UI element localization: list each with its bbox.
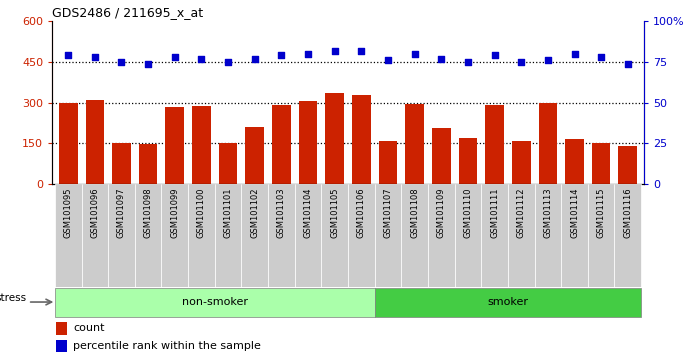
Bar: [215, 184, 242, 287]
Text: GSM101113: GSM101113: [544, 187, 553, 238]
Text: GSM101111: GSM101111: [490, 187, 499, 238]
Bar: [86, 100, 104, 184]
Text: GSM101098: GSM101098: [143, 187, 152, 238]
Bar: [268, 184, 294, 287]
Bar: [405, 104, 424, 184]
Point: [569, 51, 580, 57]
Text: GSM101099: GSM101099: [171, 187, 180, 238]
Text: GSM101116: GSM101116: [624, 187, 632, 238]
Bar: [55, 184, 81, 287]
Bar: [512, 142, 530, 184]
Bar: [246, 127, 264, 184]
Bar: [459, 138, 477, 184]
Point: [596, 54, 607, 60]
Bar: [539, 103, 557, 184]
Bar: [56, 322, 67, 335]
Bar: [272, 104, 291, 184]
Bar: [428, 184, 454, 287]
Text: GSM101104: GSM101104: [303, 187, 313, 238]
Point: [462, 59, 473, 65]
Text: GSM101097: GSM101097: [117, 187, 126, 238]
Bar: [188, 184, 215, 287]
Text: GSM101106: GSM101106: [357, 187, 366, 238]
Point: [356, 48, 367, 53]
Text: smoker: smoker: [487, 297, 528, 307]
Point: [89, 54, 100, 60]
Text: GDS2486 / 211695_x_at: GDS2486 / 211695_x_at: [52, 6, 203, 19]
Text: GSM101109: GSM101109: [437, 187, 445, 238]
Text: percentile rank within the sample: percentile rank within the sample: [73, 341, 261, 351]
Bar: [294, 184, 322, 287]
Bar: [55, 288, 374, 317]
Point: [276, 53, 287, 58]
Point: [382, 57, 393, 63]
Text: GSM101102: GSM101102: [251, 187, 259, 238]
Text: GSM101105: GSM101105: [330, 187, 339, 238]
Point: [516, 59, 527, 65]
Point: [116, 59, 127, 65]
Text: GSM101096: GSM101096: [90, 187, 100, 238]
Bar: [481, 184, 508, 287]
Point: [409, 51, 420, 57]
Point: [622, 61, 633, 67]
Point: [489, 53, 500, 58]
Bar: [242, 184, 268, 287]
Point: [436, 56, 447, 62]
Bar: [485, 105, 504, 184]
Bar: [108, 184, 135, 287]
Point: [303, 51, 314, 57]
Text: stress: stress: [0, 293, 26, 303]
Bar: [561, 184, 588, 287]
Text: GSM101115: GSM101115: [596, 187, 606, 238]
Bar: [535, 184, 561, 287]
Bar: [588, 184, 615, 287]
Bar: [619, 146, 637, 184]
Bar: [432, 128, 450, 184]
Bar: [615, 184, 641, 287]
Bar: [59, 103, 77, 184]
Text: GSM101103: GSM101103: [277, 187, 286, 238]
Text: GSM101108: GSM101108: [410, 187, 419, 238]
Bar: [192, 106, 211, 184]
Bar: [374, 288, 641, 317]
Bar: [161, 184, 188, 287]
Text: GSM101114: GSM101114: [570, 187, 579, 238]
Text: GSM101101: GSM101101: [223, 187, 232, 238]
Point: [223, 59, 234, 65]
Bar: [352, 95, 371, 184]
Point: [329, 48, 340, 53]
Bar: [374, 184, 402, 287]
Bar: [402, 184, 428, 287]
Bar: [81, 184, 108, 287]
Point: [249, 56, 260, 62]
Bar: [592, 143, 610, 184]
Point: [196, 56, 207, 62]
Bar: [299, 101, 317, 184]
Bar: [135, 184, 161, 287]
Bar: [219, 143, 237, 184]
Text: count: count: [73, 323, 104, 333]
Text: GSM101095: GSM101095: [64, 187, 72, 238]
Point: [542, 57, 553, 63]
Point: [143, 61, 154, 67]
Point: [169, 54, 180, 60]
Bar: [322, 184, 348, 287]
Text: GSM101112: GSM101112: [516, 187, 525, 238]
Bar: [508, 184, 535, 287]
Bar: [139, 144, 157, 184]
Text: GSM101107: GSM101107: [383, 187, 393, 238]
Point: [63, 53, 74, 58]
Bar: [454, 184, 481, 287]
Text: non-smoker: non-smoker: [182, 297, 248, 307]
Bar: [565, 139, 584, 184]
Bar: [379, 142, 397, 184]
Text: GSM101110: GSM101110: [464, 187, 473, 238]
Bar: [325, 93, 344, 184]
Bar: [348, 184, 374, 287]
Text: GSM101100: GSM101100: [197, 187, 206, 238]
Bar: [166, 107, 184, 184]
Bar: [56, 340, 67, 352]
Bar: [112, 143, 131, 184]
